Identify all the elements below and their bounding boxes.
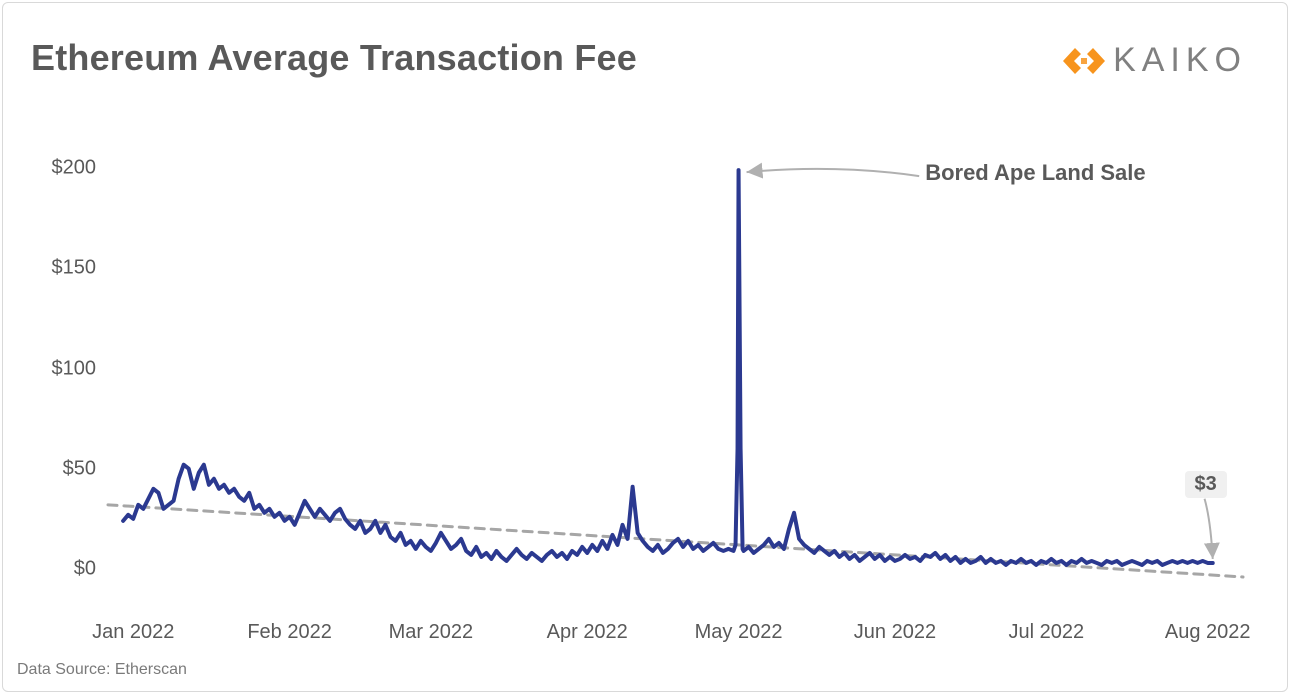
x-tick-label: Apr 2022 [547,621,628,644]
y-tick-label: $50 [63,457,96,480]
brand-logo-text: KAIKO [1113,41,1247,80]
annotation-bored-ape: Bored Ape Land Sale [925,160,1145,186]
x-tick-label: Jun 2022 [854,621,936,644]
y-tick-label: $150 [52,257,97,280]
y-tick-label: $200 [52,157,97,180]
chart-plot-area: $0$50$100$150$200Jan 2022Feb 2022Mar 202… [63,133,1253,603]
y-tick-label: $0 [74,557,96,580]
x-tick-label: May 2022 [695,621,783,644]
x-tick-label: Jan 2022 [92,621,174,644]
chart-frame: Ethereum Average Transaction Fee KAIKO $… [2,2,1288,692]
kaiko-logo-icon [1061,44,1107,78]
line-series [63,133,1253,603]
x-tick-label: Aug 2022 [1165,621,1251,644]
chart-title: Ethereum Average Transaction Fee [31,37,637,79]
x-tick-label: Feb 2022 [247,621,332,644]
y-tick-label: $100 [52,357,97,380]
annotation-end-value: $3 [1185,471,1227,498]
x-tick-label: Jul 2022 [1008,621,1084,644]
x-tick-label: Mar 2022 [389,621,474,644]
brand-logo: KAIKO [1061,41,1247,80]
data-source-label: Data Source: Etherscan [17,661,187,679]
